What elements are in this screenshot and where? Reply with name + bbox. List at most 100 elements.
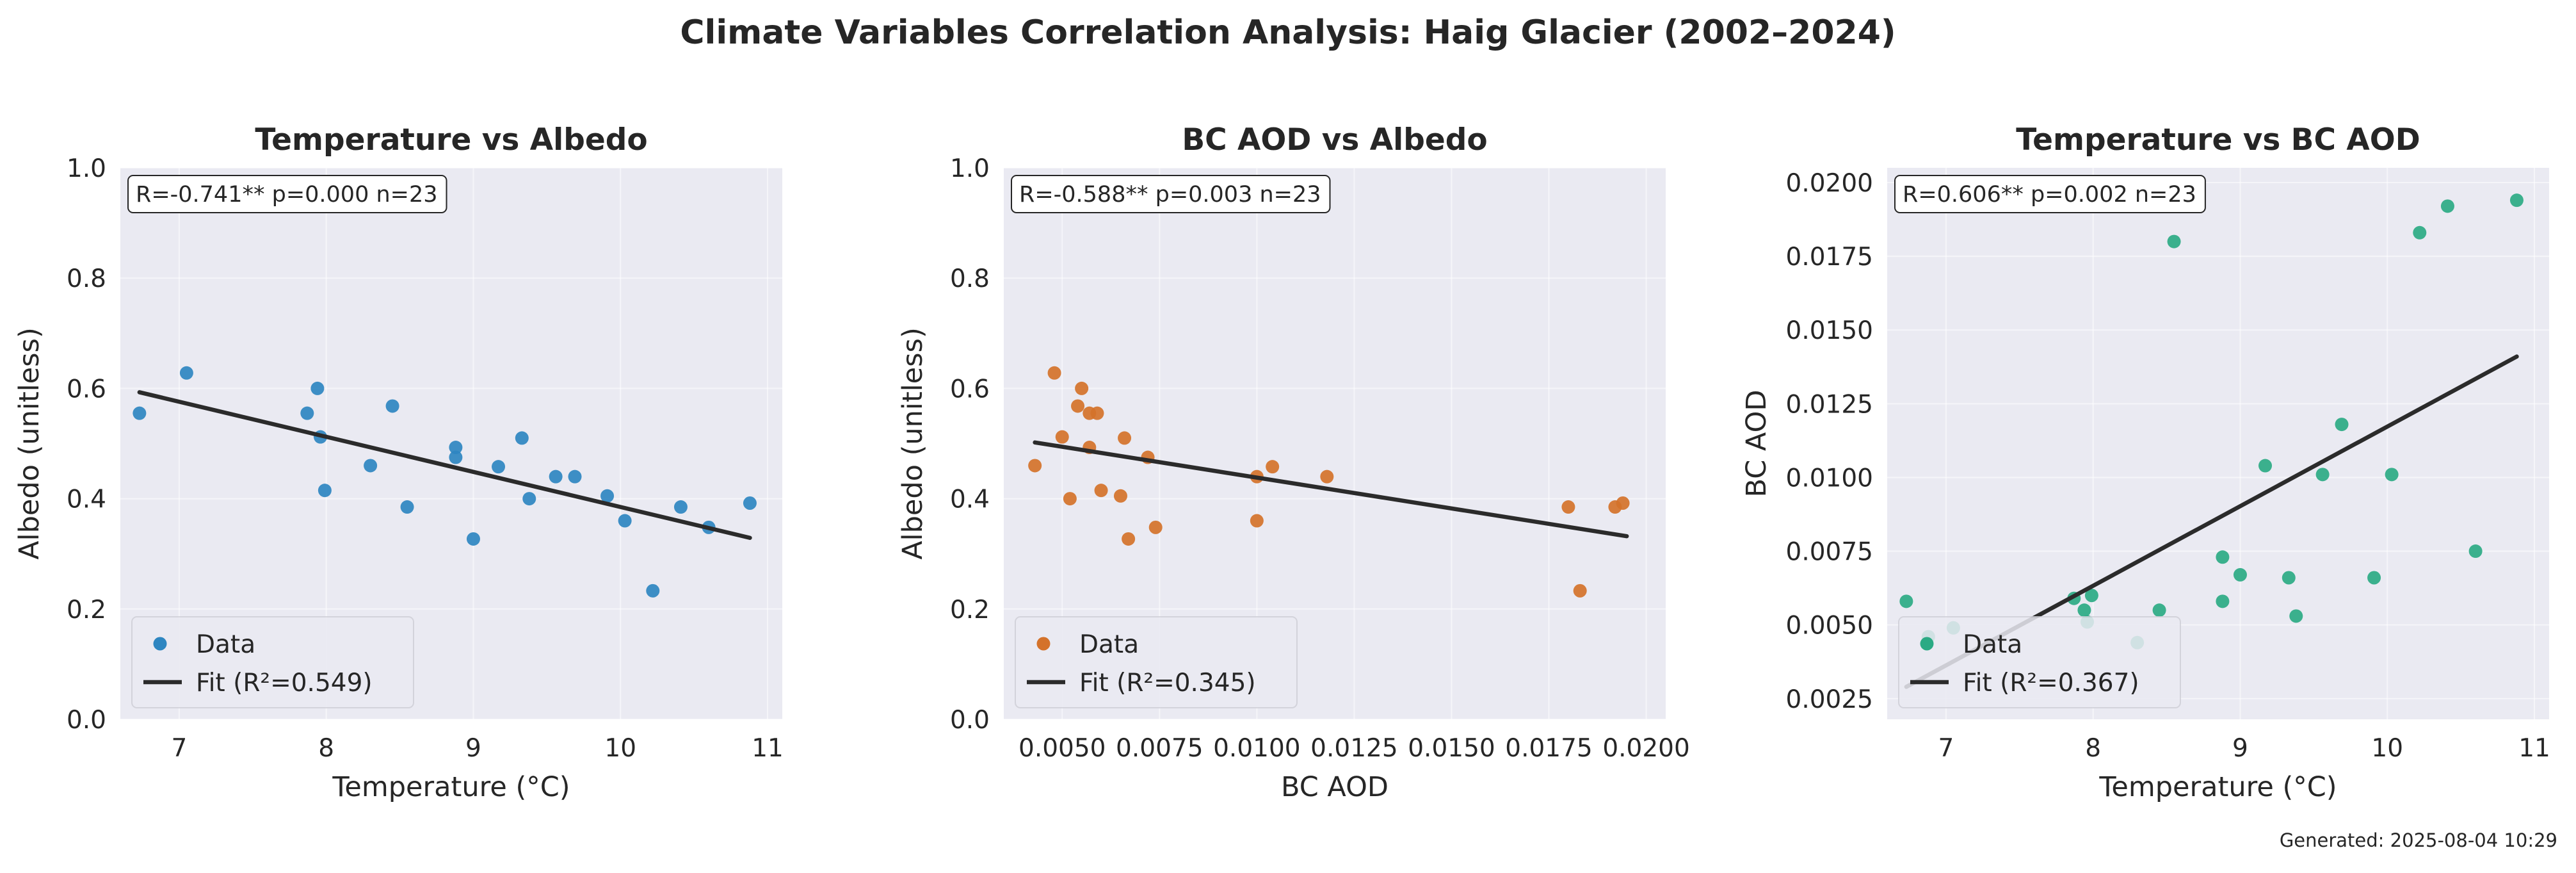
y-tick-label: 0.0175 — [1786, 243, 1873, 272]
legend-fit-label: Fit (R²=0.549) — [196, 669, 373, 698]
data-point — [568, 469, 582, 484]
stats-text: R=0.606** p=0.002 n=23 — [1903, 182, 2196, 208]
fit-line — [137, 390, 752, 540]
y-tick-label: 0.0 — [950, 706, 990, 735]
data-point — [179, 366, 193, 380]
y-tick-label: 0.2 — [950, 596, 990, 624]
stats-annotation: R=-0.588** p=0.003 n=23 — [1011, 175, 1331, 213]
y-tick-label: 0.2 — [67, 596, 106, 624]
y-axis-label: BC AOD — [1741, 389, 1773, 497]
x-tick-label: 0.0150 — [1408, 734, 1495, 763]
data-point — [618, 514, 632, 528]
data-point — [400, 500, 414, 514]
data-point — [385, 399, 399, 413]
y-tick-label: 1.0 — [67, 154, 106, 183]
data-point — [1118, 431, 1132, 445]
data-point — [549, 469, 563, 484]
stats-box — [1894, 175, 2206, 213]
legend-fit-label: Fit (R²=0.345) — [1079, 669, 1256, 698]
stats-text: R=-0.588** p=0.003 n=23 — [1019, 182, 1321, 208]
x-axis-label: Temperature (°C) — [332, 771, 570, 803]
legend-box — [1015, 616, 1298, 708]
y-tick-label: 0.4 — [67, 485, 106, 514]
legend-data-marker — [1920, 637, 1934, 651]
x-tick-label: 10 — [2371, 734, 2403, 763]
y-tick-label: 0.0100 — [1786, 464, 1873, 493]
y-tick-label: 0.0050 — [1786, 612, 1873, 640]
data-point — [2258, 459, 2273, 473]
data-point — [2216, 550, 2230, 564]
x-tick-label: 9 — [465, 734, 481, 763]
data-point — [515, 431, 529, 445]
y-axis-label: Albedo (unitless) — [897, 327, 929, 559]
x-tick-label: 8 — [318, 734, 334, 763]
data-point — [133, 406, 147, 420]
x-tick-label: 0.0075 — [1116, 734, 1203, 763]
data-point — [1573, 583, 1587, 598]
legend-data-label: Data — [1963, 630, 2022, 659]
data-point — [2152, 603, 2166, 617]
data-point — [2413, 225, 2427, 240]
panel-title: Temperature vs BC AOD — [2016, 122, 2420, 158]
data-point — [466, 532, 480, 546]
data-point — [1250, 514, 1264, 528]
y-tick-label: 0.0075 — [1786, 538, 1873, 567]
data-point — [2289, 609, 2303, 623]
chart-panel-2: 0.0050 0.0075 0.0100 0.0125 0.0150 0.0175 0.02… — [897, 122, 1690, 803]
data-point — [1148, 520, 1163, 534]
y-tick-label: 0.4 — [950, 485, 990, 514]
data-point — [1113, 489, 1127, 503]
x-axis-label: Temperature (°C) — [2098, 771, 2337, 803]
data-point — [2167, 234, 2181, 249]
data-point — [1075, 381, 1089, 395]
data-point — [492, 460, 506, 474]
stats-text: R=-0.741** p=0.000 n=23 — [136, 182, 438, 208]
legend: Data Fit (R²=0.549) — [131, 616, 414, 708]
data-point — [2335, 418, 2349, 432]
y-tick-label: 0.0025 — [1786, 685, 1873, 714]
x-tick-label: 0.0100 — [1213, 734, 1300, 763]
x-tick-label: 0.0125 — [1310, 734, 1397, 763]
data-point — [2282, 571, 2296, 585]
x-axis-label: BC AOD — [1281, 771, 1389, 803]
y-tick-label: 0.6 — [950, 375, 990, 404]
data-point — [300, 406, 314, 420]
data-point — [522, 492, 536, 506]
x-tick-label: 0.0175 — [1505, 734, 1592, 763]
fit-line — [1033, 440, 1629, 539]
data-point — [600, 489, 615, 503]
y-tick-label: 0.6 — [67, 375, 106, 404]
data-point — [1063, 492, 1077, 506]
data-point — [310, 381, 325, 395]
data-point — [1047, 366, 1061, 380]
data-point — [1899, 594, 1913, 608]
data-point — [2233, 567, 2247, 582]
panel-title: Temperature vs Albedo — [255, 122, 647, 158]
y-tick-label: 0.8 — [67, 265, 106, 293]
data-point — [1616, 496, 1630, 510]
x-tick-label: 7 — [171, 734, 187, 763]
data-point — [449, 441, 463, 455]
generated-timestamp: Generated: 2025-08-04 10:29 — [2280, 829, 2557, 851]
data-point — [2385, 468, 2399, 482]
x-tick-label: 7 — [1938, 734, 1954, 763]
data-point — [2216, 594, 2230, 608]
data-point — [1266, 460, 1280, 474]
data-point — [1090, 406, 1104, 420]
legend-fit-label: Fit (R²=0.367) — [1963, 669, 2139, 698]
data-point — [646, 583, 660, 598]
data-point — [2315, 468, 2330, 482]
data-point — [2509, 193, 2524, 208]
legend-box — [1898, 616, 2181, 708]
data-point — [1094, 484, 1108, 498]
y-tick-label: 0.0200 — [1786, 169, 1873, 198]
legend-box — [131, 616, 414, 708]
stats-annotation: R=-0.741** p=0.000 n=23 — [127, 175, 447, 213]
x-tick-label: 10 — [604, 734, 636, 763]
data-point — [1320, 469, 1334, 484]
data-point — [449, 450, 463, 464]
x-tick-label: 9 — [2232, 734, 2248, 763]
data-point — [2084, 589, 2098, 603]
data-point — [1028, 459, 1042, 473]
